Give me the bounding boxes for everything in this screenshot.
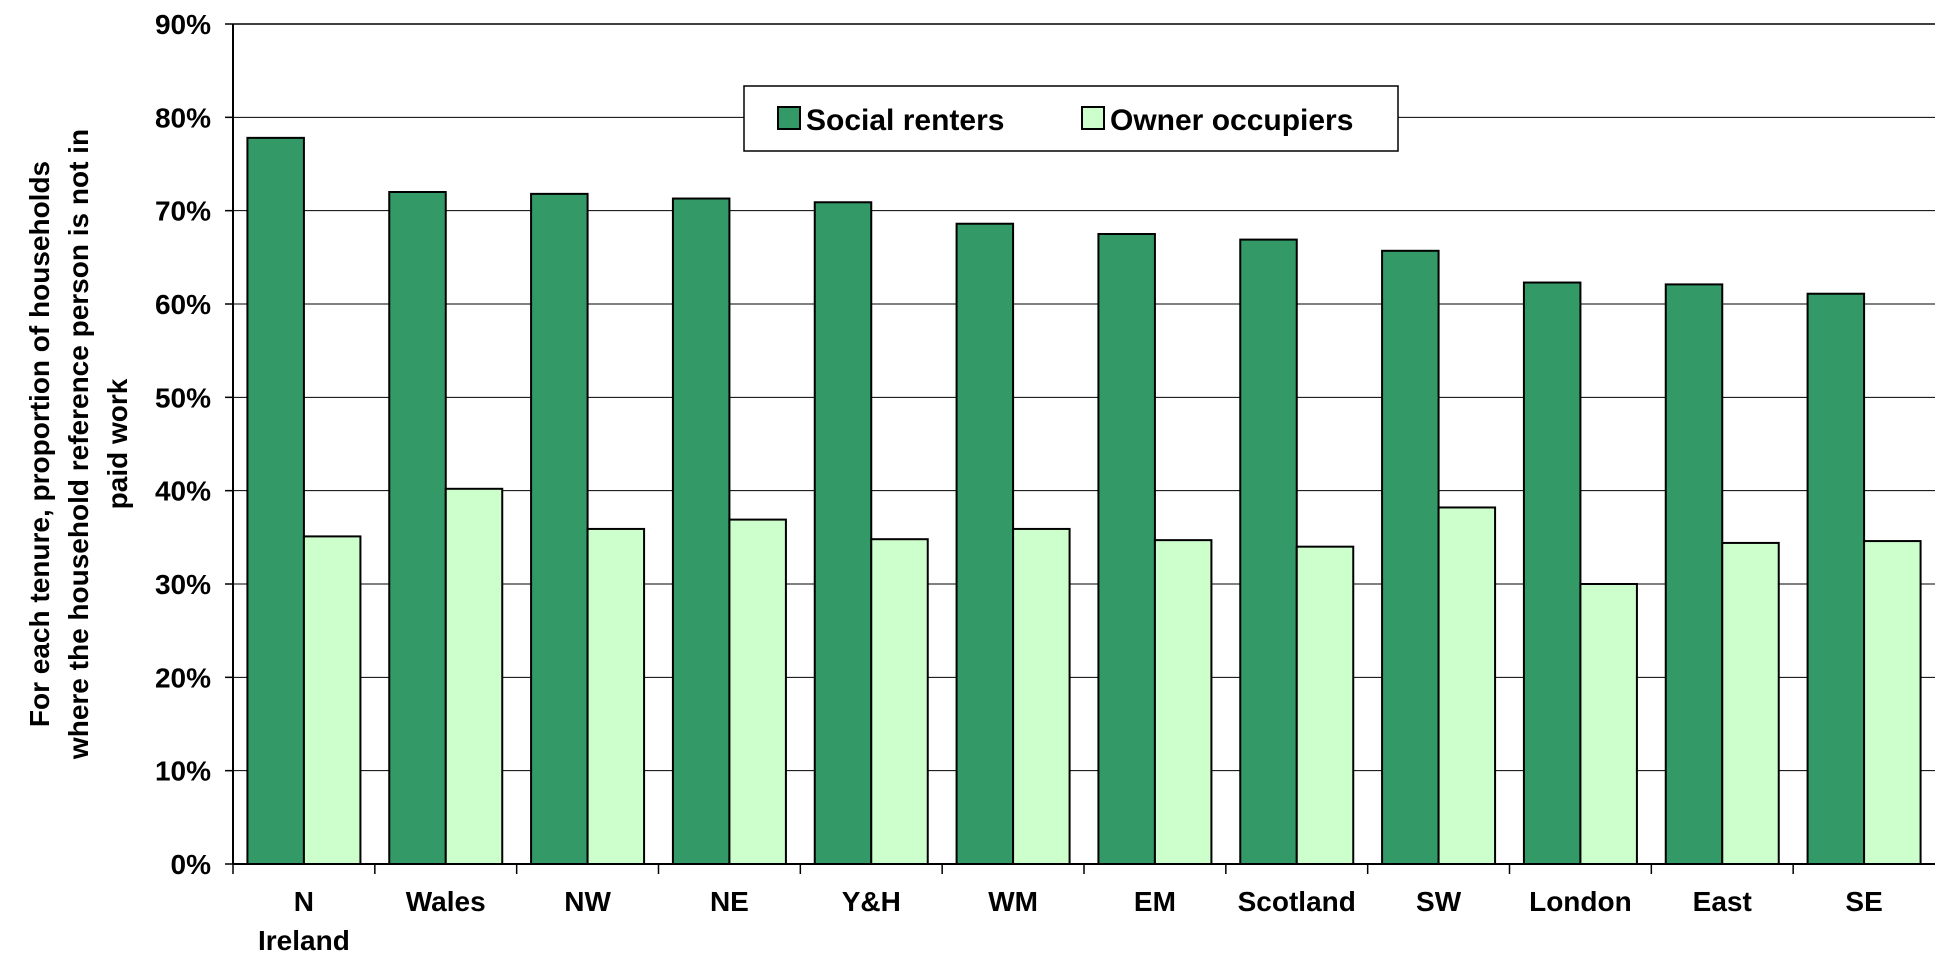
y-axis-title: For each tenure, proportion of household… [24, 129, 133, 760]
y-tick-label: 20% [155, 662, 211, 693]
bar-owner-occupiers [302, 535, 362, 866]
bar-social-renters [1664, 283, 1724, 865]
legend-label: Owner occupiers [1110, 104, 1353, 137]
bar-social-renters [1806, 292, 1866, 865]
y-tick-label: 30% [155, 569, 211, 600]
legend-swatch [1081, 106, 1105, 130]
bar-owner-occupiers [728, 518, 787, 865]
bar-social-renters [388, 191, 447, 865]
legend-swatch [777, 106, 801, 130]
bar-owner-occupiers [870, 538, 929, 865]
y-tick-label: 60% [155, 289, 211, 320]
bar-social-renters [955, 222, 1015, 865]
y-tick-labels: 0% 10% 20% 30% 40% 50% 60% 70% 80% 90% [155, 9, 211, 880]
bar-owner-occupiers [1295, 545, 1355, 866]
bar-owner-occupiers [444, 487, 504, 865]
bar-social-renters [1239, 238, 1298, 866]
bar-social-renters [1381, 249, 1440, 866]
bars [246, 136, 1922, 866]
bar-owner-occupiers [1863, 540, 1922, 865]
bar-owner-occupiers [1153, 539, 1213, 866]
x-tick-label: N Ireland [258, 886, 350, 956]
y-tick-label: 10% [155, 756, 211, 787]
x-tick-label: Y&H [842, 886, 901, 917]
bar-social-renters [1522, 281, 1582, 865]
y-axis-title-text: For each tenure, proportion of household… [24, 129, 133, 760]
y-tick-label: 40% [155, 476, 211, 507]
x-tick-label: Scotland [1238, 886, 1356, 917]
x-tick-label: WM [988, 886, 1038, 917]
y-tick-label: 90% [155, 9, 211, 40]
bar-owner-occupiers [586, 527, 646, 866]
x-tick-label: EM [1134, 886, 1176, 917]
x-tick-label: NW [564, 886, 611, 917]
x-tick-label: London [1529, 886, 1632, 917]
bar-social-renters [530, 192, 589, 866]
x-tick-label: Wales [406, 886, 486, 917]
x-tick-label: SW [1416, 886, 1462, 917]
legend: Social renters Owner occupiers [743, 85, 1399, 152]
y-tick-label: 50% [155, 382, 211, 413]
legend-label: Social renters [806, 104, 1004, 137]
x-tick-labels: N Ireland Wales NW NE Y&H WM EM Scotland SW London… [258, 886, 1883, 956]
x-tick-label: NE [710, 886, 749, 917]
bar-owner-occupiers [1012, 527, 1071, 866]
axes [225, 23, 1935, 874]
bar-owner-occupiers [1437, 506, 1497, 865]
x-tick-label: SE [1845, 886, 1882, 917]
bar-social-renters [246, 136, 305, 866]
bar-social-renters [1097, 233, 1156, 865]
x-tick-label: East [1693, 886, 1752, 917]
bar-social-renters [813, 201, 873, 865]
bar-owner-occupiers [1579, 583, 1638, 865]
legend-box [743, 85, 1399, 152]
y-tick-label: 70% [155, 196, 211, 227]
y-tick-label: 80% [155, 102, 211, 133]
bar-owner-occupiers [1721, 541, 1780, 866]
bar-social-renters [671, 197, 731, 866]
y-tick-label: 0% [171, 849, 212, 880]
